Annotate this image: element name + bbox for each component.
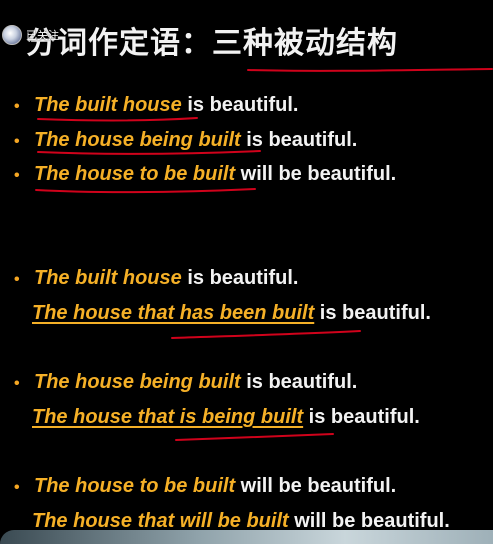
sentence-5: The house that has been built is beautif… bbox=[32, 301, 431, 325]
sentence-rest: is beautiful. bbox=[314, 302, 431, 324]
sentence-6: • The house being built is beautiful. bbox=[14, 370, 357, 396]
sentence-4: • The built house is beautiful. bbox=[14, 266, 298, 292]
sentence-rest: is beautiful. bbox=[182, 267, 299, 289]
bottom-bar bbox=[0, 530, 493, 544]
follow-label[interactable]: 已关注 bbox=[26, 27, 59, 43]
sentence-rest: will be beautiful. bbox=[235, 475, 396, 497]
sentence-8: • The house to be built will be beautiful… bbox=[14, 474, 396, 500]
sentence-7: The house that is being built is beautif… bbox=[32, 405, 420, 429]
bullet: • bbox=[14, 268, 34, 292]
sentence-phrase: The house that will be built bbox=[32, 510, 289, 532]
sentence-phrase: The house being built bbox=[34, 129, 241, 151]
bullet: • bbox=[14, 130, 34, 154]
follow-badge[interactable]: 已关注 bbox=[2, 24, 59, 46]
sentence-phrase: The house being built bbox=[34, 371, 241, 393]
sentence-rest: will be beautiful. bbox=[235, 163, 396, 185]
sentence-phrase: The house to be built bbox=[34, 475, 235, 497]
avatar-icon[interactable] bbox=[2, 25, 22, 45]
sentence-phrase: The built house bbox=[34, 94, 182, 116]
slide-title: 分词作定语：三种被动结构 bbox=[26, 18, 398, 62]
sentence-3: • The house to be built will be beautiful… bbox=[14, 162, 396, 188]
sentence-rest: is beautiful. bbox=[182, 94, 299, 116]
sentence-phrase: The built house bbox=[34, 267, 182, 289]
sentence-1: • The built house is beautiful. bbox=[14, 93, 298, 119]
sentence-phrase: The house that has been built bbox=[32, 302, 314, 324]
bullet: • bbox=[14, 164, 34, 188]
sentence-rest: is beautiful. bbox=[241, 371, 358, 393]
annotation-stroke-line5 bbox=[172, 331, 360, 338]
annotation-stroke-line7 bbox=[176, 434, 333, 440]
annotation-stroke-line3 bbox=[36, 189, 255, 192]
annotation-stroke-title bbox=[248, 69, 492, 71]
sentence-rest: is beautiful. bbox=[241, 129, 358, 151]
sentence-phrase: The house that is being built bbox=[32, 406, 303, 428]
sentence-2: • The house being built is beautiful. bbox=[14, 128, 357, 154]
sentence-rest: will be beautiful. bbox=[289, 510, 450, 532]
bullet: • bbox=[14, 95, 34, 119]
sentence-rest: is beautiful. bbox=[303, 406, 420, 428]
bullet: • bbox=[14, 476, 34, 500]
sentence-phrase: The house to be built bbox=[34, 163, 235, 185]
bullet: • bbox=[14, 372, 34, 396]
